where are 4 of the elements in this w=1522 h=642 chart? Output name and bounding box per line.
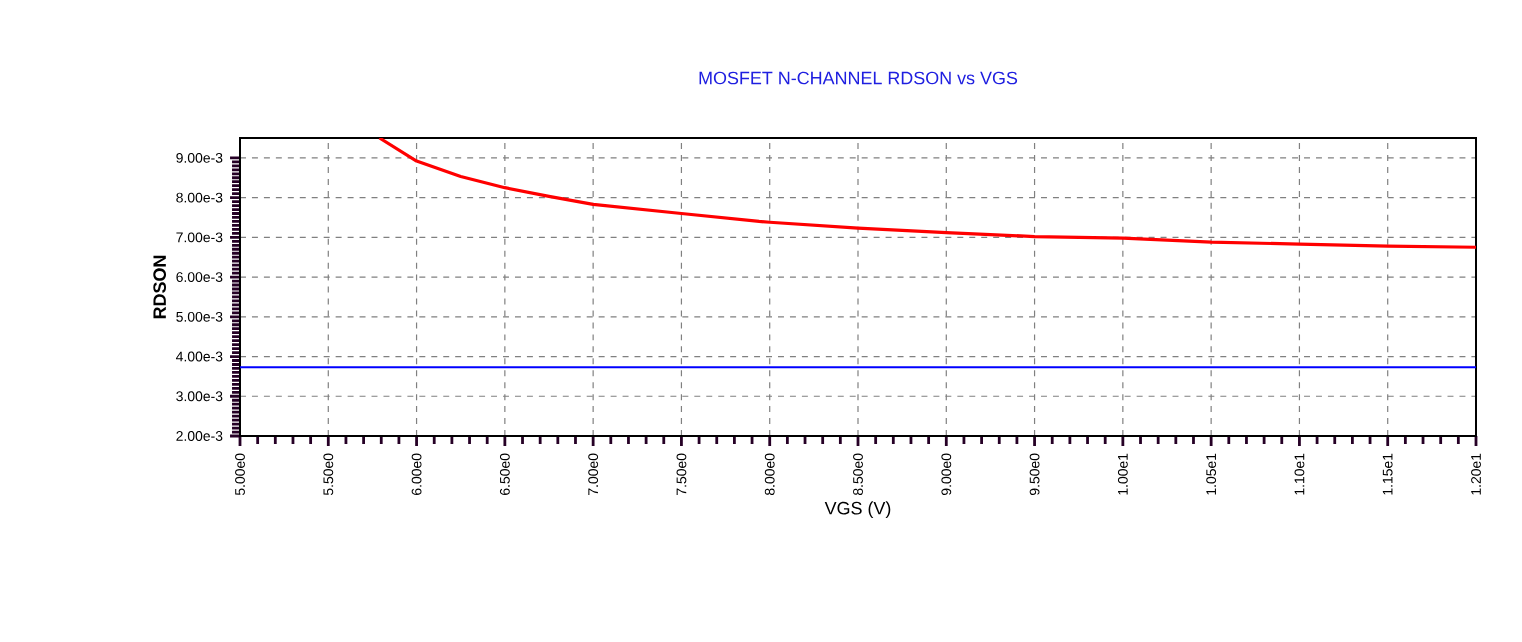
x-axis-title: VGS (V) bbox=[824, 501, 891, 519]
y-axis-title: RDSON bbox=[153, 255, 167, 319]
chart-title: MOSFET N-CHANNEL RDSON vs VGS bbox=[699, 71, 1018, 85]
line-series bbox=[377, 138, 1476, 249]
